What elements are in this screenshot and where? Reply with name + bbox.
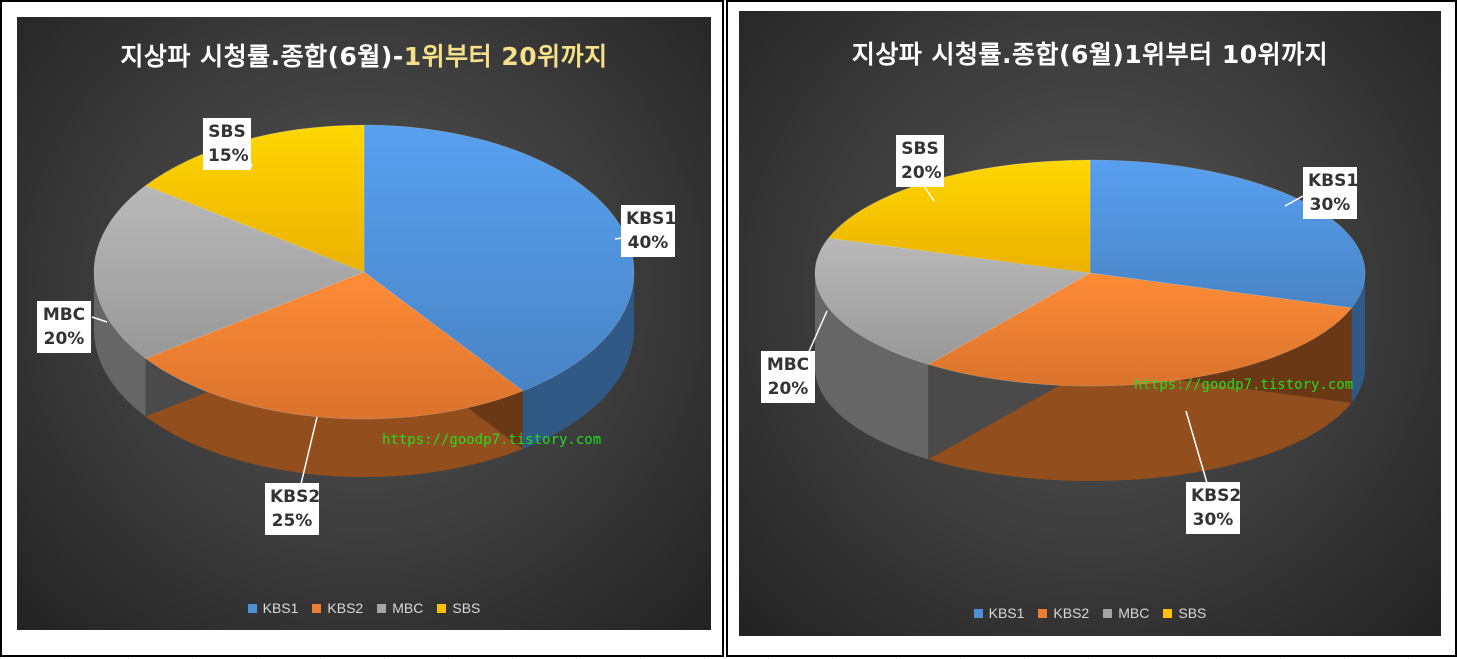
kbs1-swatch bbox=[247, 603, 257, 613]
right-chart-title: 지상파 시청률.종합(6월)1위부터 10위까지 bbox=[851, 40, 1329, 69]
left-slice-kbs1 bbox=[363, 124, 635, 392]
right-slice-kbs2 bbox=[927, 272, 1353, 387]
kbs2-swatch bbox=[1038, 608, 1048, 618]
right-legend-mbc[interactable]: MBC bbox=[1103, 605, 1149, 621]
left-watermark: https://goodp7.tistory.com bbox=[382, 432, 602, 448]
right-pie-chart bbox=[806, 159, 1366, 484]
right-slice-side-kbs1 bbox=[1351, 273, 1365, 403]
left-pie-tops bbox=[93, 124, 635, 420]
left-chart-title-main: 지상파 시청률.종합(6월)- bbox=[120, 42, 404, 71]
right-pie-tops bbox=[814, 159, 1366, 387]
right-leader-line-sbs bbox=[923, 185, 935, 202]
left-label-sbs: SBS 15% bbox=[203, 118, 251, 170]
left-legend-mbc[interactable]: MBC bbox=[377, 600, 423, 616]
kbs2-swatch bbox=[312, 603, 322, 613]
right-slice-side-mbc bbox=[815, 273, 929, 460]
right-leader-line-mbc bbox=[806, 310, 828, 357]
left-legend-sbs[interactable]: SBS bbox=[437, 600, 480, 616]
mbc-swatch bbox=[1103, 608, 1113, 618]
left-legend-kbs2[interactable]: KBS2 bbox=[312, 600, 363, 616]
left-label-kbs2: KBS2 25% bbox=[265, 483, 320, 535]
left-legend: KBS1 KBS2 MBC SBS bbox=[17, 600, 711, 616]
left-slice-mbc bbox=[93, 185, 365, 359]
right-leader-line-kbs1 bbox=[1284, 195, 1304, 207]
right-label-mbc: MBC 20% bbox=[761, 351, 815, 403]
right-watermark: https://goodp7.tistory.com bbox=[1134, 377, 1354, 393]
left-label-mbc: MBC 20% bbox=[37, 301, 91, 353]
right-slice-mbc bbox=[814, 237, 1091, 365]
sbs-swatch bbox=[437, 603, 447, 613]
right-slice-side-kbs2 bbox=[928, 307, 1352, 481]
mbc-swatch bbox=[377, 603, 387, 613]
left-slice-side-kbs1 bbox=[522, 272, 634, 449]
left-leader-line-mbc bbox=[91, 316, 108, 323]
right-leader-lines bbox=[806, 185, 1304, 484]
left-slice-side-mbc bbox=[94, 272, 146, 417]
right-legend: KBS1 KBS2 MBC SBS bbox=[739, 605, 1441, 621]
left-chart-title: 지상파 시청률.종합(6월)-1위부터 20위까지 bbox=[17, 37, 711, 73]
kbs1-swatch bbox=[973, 608, 983, 618]
left-label-kbs1: KBS1 40% bbox=[621, 205, 676, 257]
right-leader-line-kbs2 bbox=[1185, 410, 1208, 484]
left-slice-kbs2 bbox=[144, 271, 524, 420]
left-leader-line-kbs2 bbox=[300, 416, 318, 485]
right-chart[interactable]: 지상파 시청률.종합(6월)1위부터 10위까지 KBS1 30% KBS2 30%… bbox=[739, 11, 1441, 636]
sbs-swatch bbox=[1163, 608, 1173, 618]
right-legend-sbs[interactable]: SBS bbox=[1163, 605, 1206, 621]
left-pie-chart bbox=[91, 124, 635, 485]
left-chart-title-highlight: 1위부터 20위까지 bbox=[403, 42, 608, 71]
right-label-kbs2: KBS2 30% bbox=[1186, 482, 1241, 534]
right-legend-kbs2[interactable]: KBS2 bbox=[1038, 605, 1089, 621]
right-legend-kbs1[interactable]: KBS1 bbox=[973, 605, 1024, 621]
left-slice-side-kbs2 bbox=[145, 358, 523, 477]
right-label-sbs: SBS 20% bbox=[896, 135, 944, 187]
right-label-kbs1: KBS1 30% bbox=[1303, 167, 1358, 219]
left-legend-kbs1[interactable]: KBS1 bbox=[247, 600, 298, 616]
left-chart[interactable]: 지상파 시청률.종합(6월)-1위부터 20위까지 KBS1 40% KBS2 25… bbox=[17, 17, 711, 630]
